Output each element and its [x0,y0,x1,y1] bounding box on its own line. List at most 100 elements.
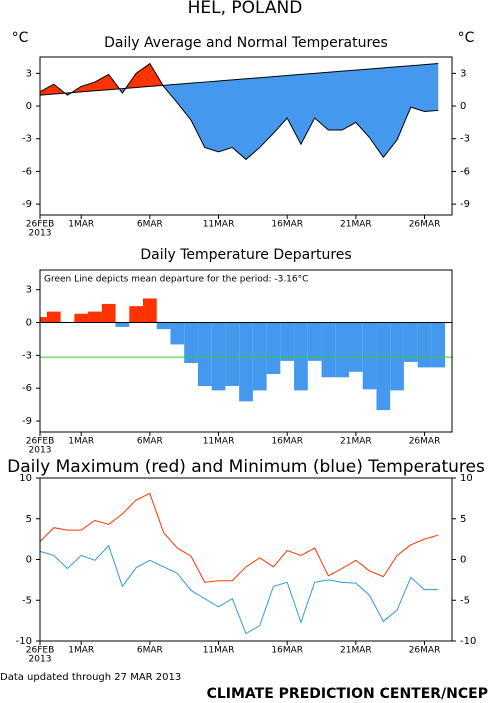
x-tick-label: 26FEB [26,220,55,230]
plot [40,62,439,161]
series-line [40,62,439,161]
x-sublabel: 2013 [29,446,52,456]
page-title: HEL, POLAND [188,0,303,18]
x-tick-label: 26FEB [26,437,55,447]
y-unit: °C [458,30,475,46]
y-tick-label: -9 [22,199,32,210]
y-tick-label: -3 [22,134,32,145]
series-line [40,544,439,635]
bar [225,322,240,387]
bar [197,322,212,387]
x-tick-label: 21MAR [340,220,372,230]
x-tick-label: 21MAR [340,646,372,656]
bar [252,322,267,391]
x-tick-label: 26MAR [409,646,441,656]
x-sublabel: 2013 [29,655,52,665]
y-tick-label: -10 [460,636,476,647]
bar [211,322,226,391]
y-tick-label: 0 [26,101,32,112]
bar [280,322,295,361]
x-tick-label: 11MAR [203,220,235,230]
bar [184,322,198,364]
bar [403,322,418,362]
y-tick-label: -5 [22,595,32,606]
bar [40,317,47,323]
x-tick-label: 16MAR [271,646,303,656]
plot [40,492,439,635]
x-tick-label: 16MAR [271,437,303,447]
plot-frame [39,56,453,216]
y-tick-label: 0 [26,555,32,566]
y-tick-label: -10 [16,636,32,647]
plot-frame [39,477,453,642]
x-tick-label: 6MAR [137,437,163,447]
x-tick-label: 26FEB [26,646,55,656]
bar [376,322,391,411]
x-tick-label: 6MAR [137,220,163,230]
y-tick-label: 5 [26,514,32,525]
bar [170,322,185,345]
x-tick-label: 6MAR [137,646,163,656]
y-tick-label: -9 [22,416,32,427]
bar [349,322,363,372]
y-tick-label: -9 [460,199,470,210]
bar [321,322,336,378]
x-tick-label: 26MAR [409,220,441,230]
x-tick-label: 11MAR [203,646,235,656]
below-normal-area [40,63,439,160]
bar [143,298,157,323]
bar [431,322,446,368]
x-sublabel: 2013 [29,229,52,239]
series-line [40,63,439,96]
x-tick-label: 26MAR [409,437,441,447]
bar [362,322,377,390]
y-tick-label: 3 [460,68,466,79]
y-tick-label: -6 [460,166,470,177]
bar [74,313,89,323]
plot-frame [39,269,453,433]
y-tick-label: 5 [460,514,466,525]
plot [40,298,452,411]
y-tick-label: -5 [460,595,470,606]
x-tick-label: 11MAR [203,437,235,447]
bar [88,311,102,323]
y-tick-label: 10 [460,473,473,484]
y-tick-label: -6 [22,166,32,177]
bar [156,322,171,330]
y-tick-label: 3 [26,285,32,296]
y-tick-label: 0 [460,555,466,566]
x-tick-label: 21MAR [340,437,372,447]
credit: CLIMATE PREDICTION CENTER/NCEP [207,686,488,702]
chart-title: Daily Temperature Departures [140,247,351,263]
chart-title: Daily Average and Normal Temperatures [104,35,388,51]
series-line [40,492,439,583]
bar [101,303,116,323]
bar [115,322,130,327]
bar [390,322,404,391]
update-note: Data updated through 27 MAR 2013 [0,672,181,683]
y-tick-label: 0 [460,101,466,112]
annotation: Green Line depicts mean departure for th… [44,275,308,285]
y-tick-label: 3 [26,68,32,79]
x-tick-label: 1MAR [68,437,94,447]
bar [417,322,432,368]
bar [239,322,253,402]
y-tick-label: 0 [26,318,32,329]
bar [266,322,281,374]
bar [46,311,61,323]
bar [294,322,308,391]
bar [307,322,322,361]
chart-title: Daily Maximum (red) and Minimum (blue) T… [7,457,485,477]
x-tick-label: 1MAR [68,220,94,230]
y-unit: °C [12,30,29,46]
x-tick-label: 16MAR [271,220,303,230]
y-tick-label: -3 [460,134,470,145]
bar [129,306,143,323]
y-tick-label: -6 [22,383,32,394]
x-tick-label: 1MAR [68,646,94,656]
y-tick-label: 10 [19,473,32,484]
bar [335,322,349,378]
y-tick-label: -3 [22,350,32,361]
